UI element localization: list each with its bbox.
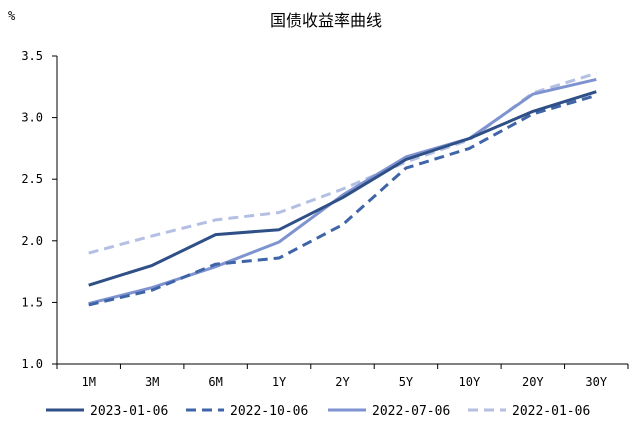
x-tick-label: 6M [208, 375, 222, 389]
x-tick-label: 2Y [335, 375, 350, 389]
y-tick-label: 1.0 [21, 357, 43, 371]
chart-title: 国债收益率曲线 [270, 11, 382, 30]
legend-label: 2022-10-06 [230, 404, 308, 419]
x-tick-label: 1M [81, 375, 95, 389]
y-tick-label: 3.0 [21, 111, 43, 125]
series-line-2022-07-06 [88, 77, 597, 306]
series-lines [88, 71, 597, 307]
y-axis-unit-label: % [8, 9, 16, 23]
x-tick-label: 20Y [522, 375, 544, 389]
y-tick-label: 3.5 [21, 49, 43, 63]
x-tick-label: 5Y [399, 375, 414, 389]
series-line-2022-10-06 [88, 93, 597, 307]
series-line-2023-01-06 [88, 90, 597, 287]
y-tick-label: 2.5 [21, 172, 43, 186]
y-tick-label: 2.0 [21, 234, 43, 248]
legend-label: 2022-01-06 [512, 404, 590, 419]
x-tick-label: 10Y [459, 375, 481, 389]
legend: 2023-01-06 2022-10-06 2022-07-06 2022-01-06 [46, 404, 590, 419]
axes: 1.0 1.5 2.0 2.5 3.0 3.5 1M 3M 6M 1Y 2Y 5Y 10Y 20Y 30Y [21, 49, 629, 389]
x-tick-label: 30Y [585, 375, 607, 389]
x-tick-label: 3M [145, 375, 159, 389]
x-tick-label: 1Y [272, 375, 287, 389]
legend-label: 2023-01-06 [90, 404, 168, 419]
legend-label: 2022-07-06 [372, 404, 450, 419]
y-tick-label: 1.5 [21, 295, 43, 309]
